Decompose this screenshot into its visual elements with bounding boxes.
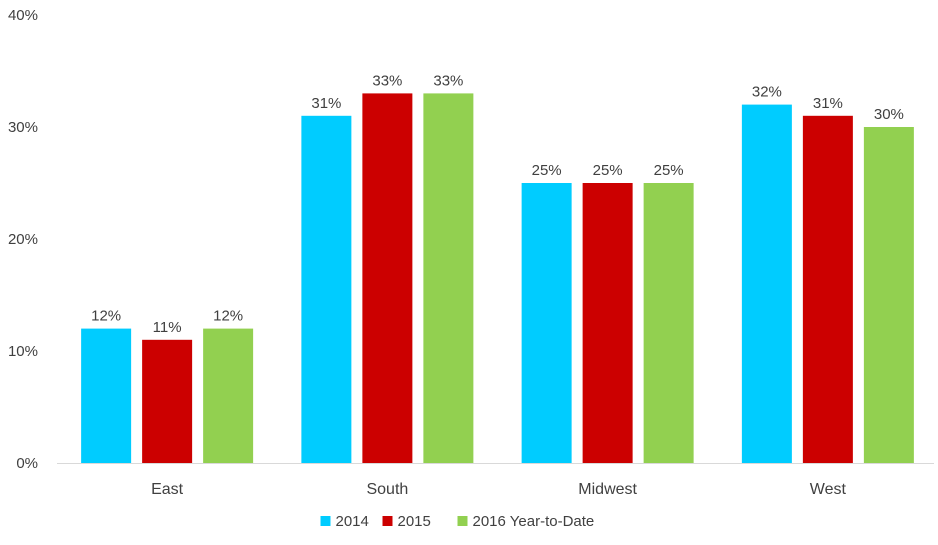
bar [203, 328, 254, 463]
data-label: 33% [433, 72, 463, 89]
x-tick-label: East [151, 481, 184, 498]
bar [423, 93, 474, 464]
legend-label: 2015 [398, 513, 431, 530]
data-label: 25% [593, 162, 623, 179]
bar [643, 183, 694, 463]
data-label: 12% [91, 308, 121, 325]
data-label: 31% [813, 95, 843, 112]
x-tick-label: South [366, 481, 408, 498]
legend-label: 2016 Year-to-Date [473, 513, 595, 530]
bar [802, 115, 853, 464]
data-label: 30% [874, 106, 904, 123]
y-tick-label: 10% [8, 343, 38, 360]
data-label: 32% [752, 84, 782, 101]
legend-swatch [457, 516, 468, 526]
bar [741, 104, 792, 463]
x-tick-label: West [810, 481, 847, 498]
x-tick-label: Midwest [578, 481, 637, 498]
legend-label: 2014 [336, 513, 369, 530]
data-label: 33% [372, 72, 402, 89]
data-label: 25% [654, 162, 684, 179]
data-label: 11% [153, 319, 182, 336]
bar [863, 127, 914, 463]
legend-swatch [382, 516, 393, 526]
bar [301, 115, 352, 464]
y-tick-label: 20% [8, 231, 38, 248]
bar [81, 328, 132, 463]
legend-swatch [320, 516, 331, 526]
data-label: 25% [532, 162, 562, 179]
bar [362, 93, 413, 464]
bar [582, 183, 633, 463]
y-tick-label: 30% [8, 119, 38, 136]
bar [142, 339, 193, 463]
y-tick-label: 0% [16, 455, 38, 472]
bar [521, 183, 572, 463]
y-tick-label: 40% [8, 7, 38, 24]
data-label: 12% [213, 308, 243, 325]
data-label: 31% [311, 95, 341, 112]
